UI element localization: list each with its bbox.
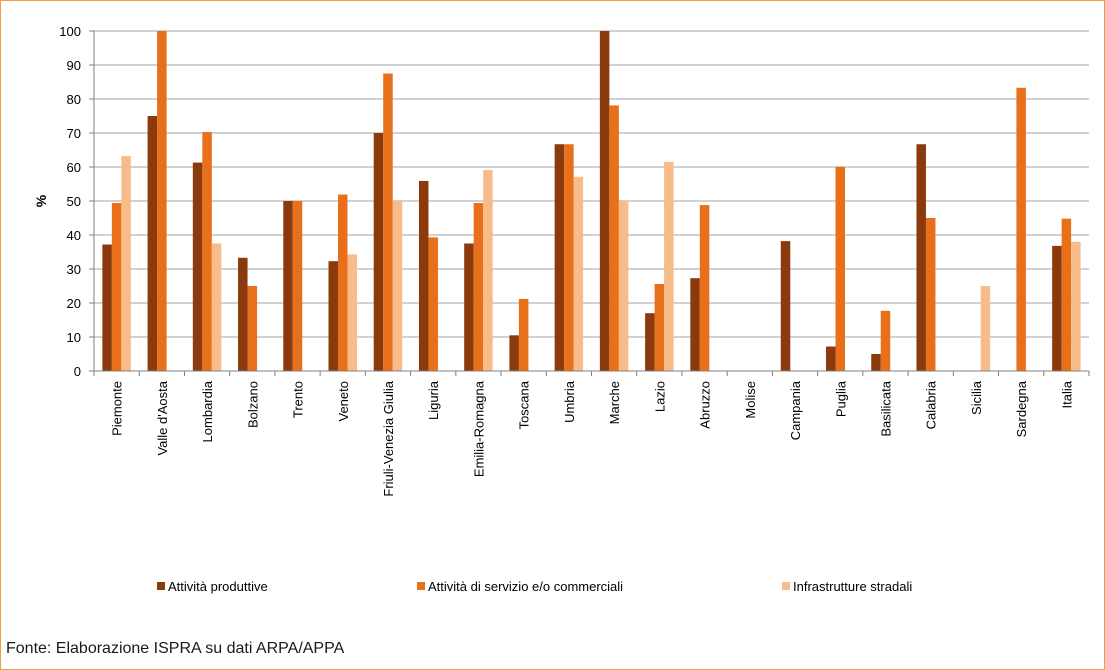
bar <box>1061 218 1072 371</box>
x-category-label: Friuli-Venezia Giulia <box>381 380 396 496</box>
y-tick-label: 0 <box>74 364 81 379</box>
bar <box>392 201 403 371</box>
x-category-label: Liguria <box>426 380 441 420</box>
bar <box>328 261 338 371</box>
x-category-label: Basilicata <box>878 380 893 436</box>
bar <box>925 218 936 371</box>
bar <box>573 176 584 371</box>
bar <box>835 166 845 371</box>
bar <box>292 201 303 371</box>
x-category-label: Lombardia <box>200 380 215 442</box>
bar <box>609 105 619 372</box>
x-category-label: Emilia-Romagna <box>471 380 486 477</box>
bar <box>554 144 565 371</box>
legend-swatch <box>157 582 165 590</box>
bar <box>980 286 991 371</box>
bar <box>211 243 222 371</box>
bar <box>564 144 574 371</box>
bar <box>518 298 529 371</box>
x-category-label: Trento <box>291 381 306 418</box>
x-category-label: Sardegna <box>1014 380 1029 437</box>
y-tick-label: 100 <box>59 24 81 39</box>
bars <box>102 31 1081 372</box>
y-tick-label: 30 <box>67 262 81 277</box>
y-tick-label: 40 <box>67 228 81 243</box>
bar <box>599 31 610 371</box>
bar <box>111 203 122 371</box>
bar <box>202 131 212 371</box>
x-category-label: Bolzano <box>245 381 260 428</box>
bar <box>473 203 484 371</box>
x-category-label: Piemonte <box>110 381 125 436</box>
x-category-label: Toscana <box>517 380 532 429</box>
y-tick-label: 80 <box>67 92 81 107</box>
bar <box>880 310 891 371</box>
bar <box>238 257 248 371</box>
x-category-label: Italia <box>1059 380 1074 408</box>
x-category-label: Calabria <box>924 380 939 429</box>
bar <box>618 201 629 371</box>
x-category-label: Umbria <box>562 380 577 423</box>
y-axis-label: % <box>33 194 49 207</box>
bar <box>509 335 519 371</box>
y-tick-labels: 0 10 20 30 40 50 60 70 80 90 100 <box>59 24 81 379</box>
bar <box>347 254 357 371</box>
bar <box>916 144 926 371</box>
bar <box>418 180 429 371</box>
y-tick-label: 60 <box>67 160 81 175</box>
x-category-label: Campania <box>788 380 803 440</box>
legend-swatch <box>782 582 790 590</box>
bar <box>373 133 384 371</box>
bar <box>1016 87 1026 371</box>
legend: Attività produttive Attività di servizio … <box>157 579 912 594</box>
bar <box>690 278 700 371</box>
bar <box>157 31 167 371</box>
y-tick-label: 10 <box>67 330 81 345</box>
bar <box>147 116 158 371</box>
axes <box>89 30 1090 376</box>
bar <box>121 156 131 371</box>
legend-label: Attività di servizio e/o commerciali <box>428 579 623 594</box>
bar <box>664 161 674 371</box>
bar <box>645 313 655 371</box>
bar <box>826 346 836 371</box>
y-tick-label: 50 <box>67 194 81 209</box>
x-category-label: Lazio <box>652 381 667 412</box>
source-note: Fonte: Elaborazione ISPRA su dati ARPA/A… <box>6 640 345 657</box>
legend-swatch <box>417 582 425 590</box>
bar <box>780 241 791 371</box>
bar <box>383 73 393 371</box>
bar <box>247 286 258 371</box>
y-tick-label: 90 <box>67 58 81 73</box>
bar <box>654 283 665 371</box>
bar <box>283 201 293 371</box>
bar <box>192 162 203 371</box>
x-category-label: Sicilia <box>969 380 984 415</box>
bar <box>1052 245 1062 371</box>
x-category-labels: Piemonte Valle d'Aosta Lombardia Bolzano Tre… <box>110 380 1075 496</box>
y-tick-label: 70 <box>67 126 81 141</box>
bar <box>871 354 881 371</box>
legend-label: Attività produttive <box>168 579 268 594</box>
bar <box>428 237 438 371</box>
legend-label: Infrastrutture stradali <box>793 579 912 594</box>
x-category-label: Abruzzo <box>698 381 713 429</box>
bar <box>1071 241 1081 371</box>
x-category-label: Valle d'Aosta <box>155 380 170 455</box>
bar <box>699 205 710 371</box>
bar <box>338 194 348 371</box>
bar <box>464 243 474 371</box>
bar <box>483 170 493 371</box>
x-category-label: Molise <box>743 381 758 419</box>
x-category-label: Marche <box>607 381 622 424</box>
bar <box>102 244 112 371</box>
x-category-label: Puglia <box>833 380 848 417</box>
x-category-label: Veneto <box>336 381 351 422</box>
y-tick-label: 20 <box>67 296 81 311</box>
